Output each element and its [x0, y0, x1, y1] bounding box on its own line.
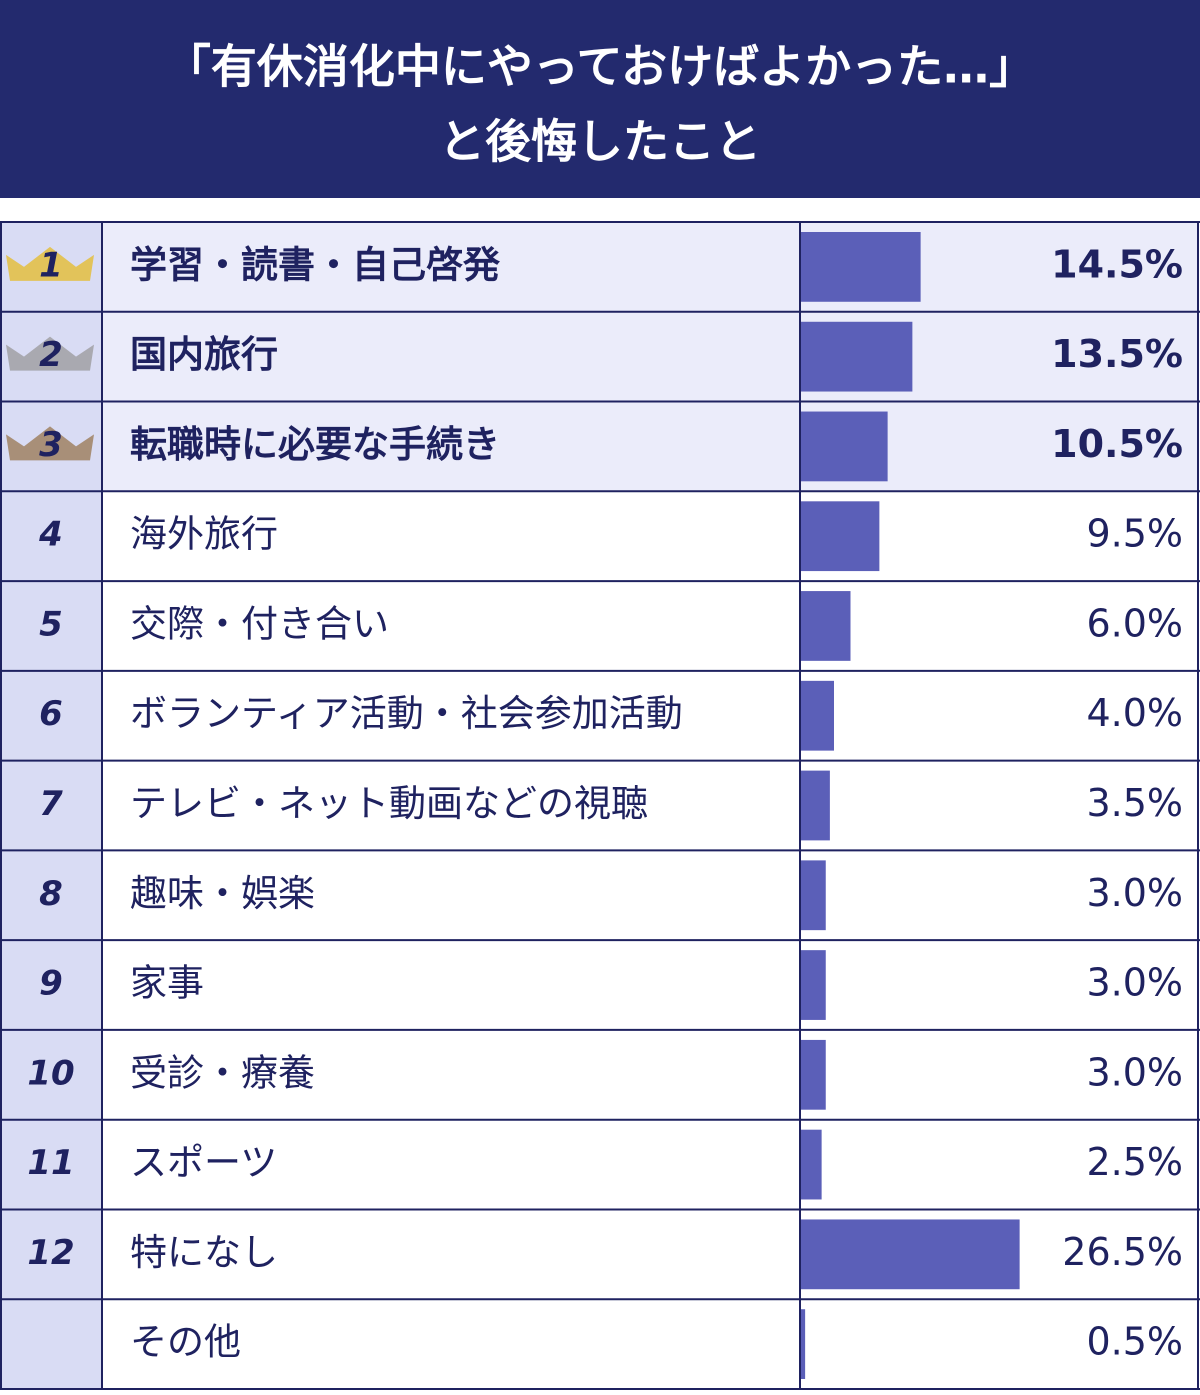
- value-label: 6.0%: [1086, 601, 1183, 645]
- category-label: 家事: [130, 962, 204, 1005]
- rank-cell: [1, 1209, 102, 1300]
- crown-icon: [6, 336, 94, 371]
- chart-title: と後悔したこと: [439, 115, 761, 169]
- label-cell: [102, 1299, 800, 1389]
- category-label: テレビ・ネット動画などの視聴: [130, 782, 648, 825]
- value-label: 13.5%: [1051, 332, 1183, 376]
- bar: [801, 501, 880, 572]
- rank-label: 2: [39, 335, 63, 375]
- label-cell: [102, 222, 800, 312]
- rank-label: 6: [39, 694, 63, 734]
- rank-cell: [1, 1029, 102, 1120]
- label-cell: [102, 581, 800, 671]
- rank-cell: [1, 1119, 102, 1210]
- label-cell: [102, 311, 800, 402]
- rank-label: 12: [27, 1233, 74, 1273]
- category-label: 趣味・娯楽: [130, 872, 315, 915]
- rank-cell: [1, 1299, 102, 1389]
- value-label: 3.0%: [1086, 871, 1183, 915]
- rank-cell: [1, 940, 102, 1030]
- rank-cell: [1, 670, 102, 761]
- rank-label: 9: [39, 964, 63, 1004]
- bar-cell: [800, 581, 1198, 671]
- bar: [801, 680, 834, 751]
- label-cell: [102, 1029, 800, 1120]
- bar: [801, 770, 830, 841]
- label-cell: [102, 401, 800, 492]
- rank-label: 1: [39, 245, 63, 285]
- rank-label: 3: [39, 425, 63, 465]
- bar-cell: [800, 1029, 1198, 1120]
- value-label: 2.5%: [1086, 1140, 1183, 1184]
- bar-cell: [800, 1119, 1198, 1210]
- bar: [801, 950, 826, 1020]
- category-label: その他: [130, 1321, 241, 1364]
- rank-label: 7: [39, 784, 63, 824]
- category-label: 国内旅行: [130, 333, 278, 376]
- value-label: 0.5%: [1086, 1320, 1183, 1364]
- label-cell: [102, 760, 800, 851]
- bar: [801, 1129, 822, 1200]
- label-cell: [102, 670, 800, 761]
- category-label: 交際・付き合い: [130, 602, 389, 645]
- rank-cell: [1, 491, 102, 582]
- rank-cell: [1, 760, 102, 851]
- category-label: 受診・療養: [130, 1051, 315, 1094]
- category-label: ボランティア活動・社会参加活動: [130, 692, 683, 735]
- category-label: 特になし: [130, 1231, 278, 1274]
- value-label: 9.5%: [1086, 512, 1183, 556]
- label-cell: [102, 850, 800, 941]
- bar: [801, 321, 913, 392]
- bar-cell: [800, 1299, 1198, 1389]
- value-label: 26.5%: [1062, 1230, 1183, 1274]
- rank-label: 5: [39, 604, 63, 644]
- rank-label: 10: [27, 1053, 74, 1093]
- rank-cell: [1, 850, 102, 941]
- value-label: 3.5%: [1086, 781, 1183, 825]
- label-cell: [102, 491, 800, 582]
- value-label: 3.0%: [1086, 1050, 1183, 1094]
- label-cell: [102, 1119, 800, 1210]
- category-label: 海外旅行: [130, 513, 278, 556]
- value-label: 10.5%: [1051, 422, 1183, 466]
- bar: [801, 860, 826, 931]
- rank-label: 4: [38, 515, 63, 555]
- crown-icon: [6, 246, 94, 281]
- bar-cell: [800, 940, 1198, 1030]
- rank-label: 8: [39, 874, 63, 914]
- bar-cell: [800, 850, 1198, 941]
- label-cell: [102, 1209, 800, 1300]
- label-cell: [102, 940, 800, 1030]
- value-label: 4.0%: [1086, 691, 1183, 735]
- value-label: 14.5%: [1051, 242, 1183, 286]
- bar: [801, 232, 921, 302]
- bar: [801, 1309, 806, 1379]
- bar: [801, 1219, 1020, 1290]
- bar-cell: [800, 670, 1198, 761]
- chart-title: 「有休消化中にやっておけばよかった…」: [165, 40, 1035, 94]
- category-label: スポーツ: [130, 1141, 277, 1184]
- bar: [801, 1039, 826, 1110]
- category-label: 転職時に必要な手続き: [130, 423, 500, 466]
- category-label: 学習・読書・自己啓発: [130, 243, 501, 286]
- header: [0, 0, 1200, 198]
- bar-cell: [800, 760, 1198, 851]
- bar: [801, 591, 851, 661]
- bar: [801, 411, 888, 482]
- value-label: 3.0%: [1086, 961, 1183, 1005]
- crown-icon: [6, 426, 94, 461]
- rank-label: 11: [27, 1143, 74, 1183]
- rank-cell: [1, 581, 102, 671]
